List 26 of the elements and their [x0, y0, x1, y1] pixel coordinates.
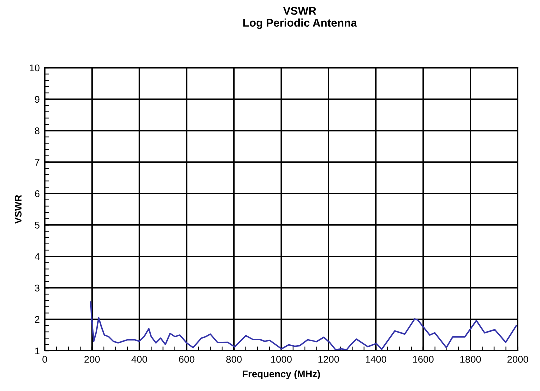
- y-tick-label: 3: [35, 284, 40, 292]
- y-tick-label: 4: [34, 254, 40, 260]
- y-tick-label: 7: [35, 159, 40, 166]
- x-tick-label: 1800: [460, 356, 482, 363]
- chart-subtitle: Log Periodic Antenna: [244, 18, 358, 30]
- y-tick-label: 1: [35, 348, 40, 355]
- x-tick-label: 1000: [271, 356, 292, 363]
- x-tick-label: 200: [84, 356, 100, 363]
- y-tick-label: 2: [35, 316, 40, 324]
- x-tick-label: 0: [42, 356, 48, 363]
- x-tick-label: 1200: [318, 356, 340, 363]
- x-tick-label: 1400: [366, 356, 387, 363]
- x-tick-label: 800: [226, 356, 242, 363]
- chart-title: VSWR: [283, 7, 316, 15]
- y-tick-label: 10: [30, 64, 40, 72]
- line-series: [90, 302, 518, 351]
- x-tick-label: 1600: [413, 356, 434, 363]
- y-tick-label: 9: [35, 96, 40, 104]
- x-axis-title: Frequency (MHz): [242, 370, 320, 380]
- y-tick-label: 8: [35, 128, 40, 135]
- x-tick-label: 2000: [508, 356, 528, 363]
- y-axis-title: VSWR: [14, 195, 22, 224]
- y-tick-label: 6: [35, 190, 40, 198]
- x-tick-label: 400: [132, 356, 148, 363]
- y-tick-label: 5: [35, 222, 40, 229]
- x-tick-label: 600: [179, 356, 195, 363]
